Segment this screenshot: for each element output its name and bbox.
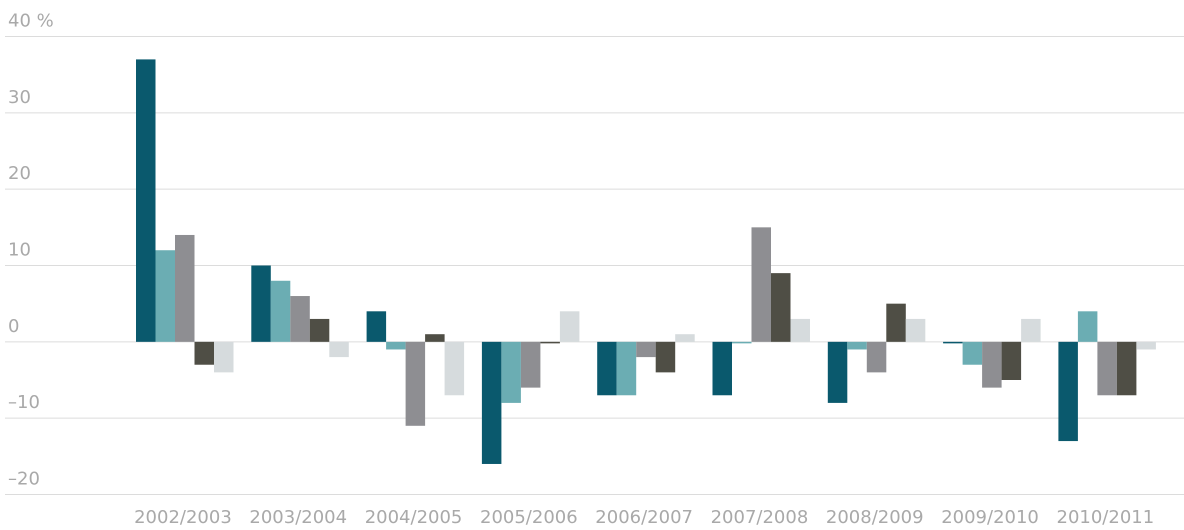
bar [136, 59, 156, 342]
y-tick-label: 30 [8, 87, 31, 108]
bar [886, 303, 906, 342]
y-tick-label: –10 [8, 392, 40, 413]
bar [444, 341, 465, 396]
x-tick-label: 2008/2009 [826, 507, 924, 528]
bar [962, 341, 983, 365]
bar [481, 341, 502, 464]
bar [309, 318, 330, 342]
bar [732, 341, 752, 344]
bar [771, 273, 791, 342]
bar [675, 334, 695, 342]
x-tick-label: 2009/2010 [941, 507, 1039, 528]
x-tick-label: 2006/2007 [595, 507, 693, 528]
bar [175, 234, 195, 342]
bar [866, 341, 887, 373]
x-tick-label: 2003/2004 [249, 507, 347, 528]
bar [616, 341, 637, 396]
bar [597, 341, 617, 396]
bar [290, 296, 310, 342]
bar [982, 341, 1002, 388]
bar [520, 341, 541, 388]
bar [655, 341, 676, 373]
x-tick-label: 2005/2006 [480, 507, 578, 528]
bar [636, 341, 656, 358]
x-tick-label: 2010/2011 [1057, 507, 1155, 528]
bar [1136, 341, 1156, 350]
bar [827, 341, 848, 403]
bar [905, 318, 926, 342]
bar [712, 341, 732, 396]
bar [1077, 311, 1098, 342]
bar [155, 250, 175, 342]
bar [559, 311, 580, 342]
bar [943, 341, 963, 344]
bar [1058, 341, 1078, 442]
x-tick-label: 2002/2003 [134, 507, 232, 528]
x-tick-label: 2007/2008 [711, 507, 809, 528]
y-tick-label: 40 % [8, 11, 54, 32]
x-tick-label: 2004/2005 [365, 507, 463, 528]
bar [751, 227, 771, 342]
bar [1021, 318, 1041, 342]
bar [270, 280, 291, 342]
y-tick-label: 10 [8, 240, 31, 261]
bar [405, 341, 426, 426]
bar [329, 341, 349, 358]
bar [540, 341, 560, 344]
y-tick-label: 20 [8, 163, 31, 184]
bar [425, 334, 445, 342]
bar [790, 318, 810, 342]
bar [1116, 341, 1137, 396]
bar [847, 341, 867, 350]
bar [1001, 341, 1022, 380]
y-tick-label: –20 [8, 469, 40, 490]
bar [386, 341, 406, 350]
bar [214, 341, 234, 373]
y-tick-label: 0 [8, 316, 19, 337]
bar [366, 311, 387, 342]
bar [501, 341, 521, 403]
bar [251, 265, 271, 342]
bar [1097, 341, 1117, 396]
bar [194, 341, 214, 365]
